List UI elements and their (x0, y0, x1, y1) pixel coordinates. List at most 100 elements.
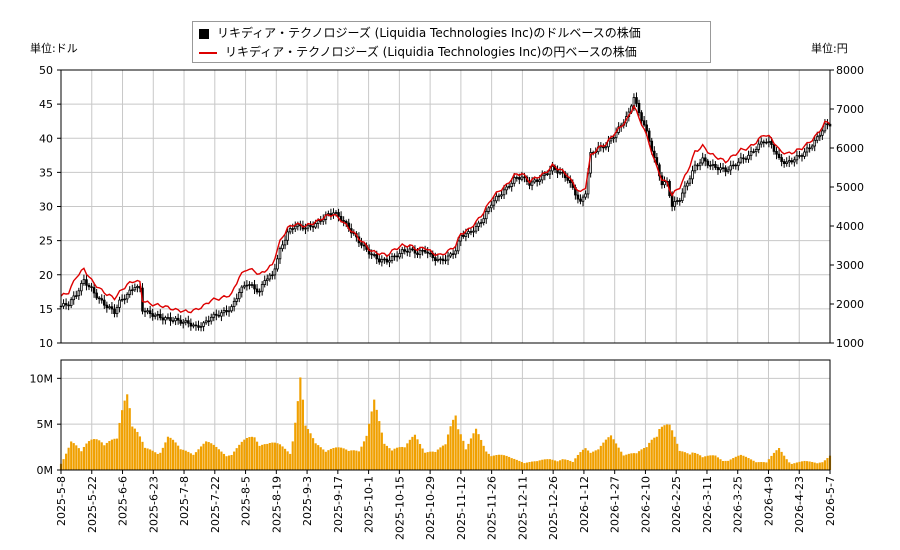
volume-bar (505, 455, 508, 470)
left-tick-label: 20 (39, 269, 53, 282)
usd-candle-body (683, 185, 687, 194)
volume-tick-label: 0M (37, 464, 54, 477)
volume-bar (691, 452, 694, 470)
legend: リキディア・テクノロジーズ (Liquidia Technologies Inc… (192, 21, 711, 63)
usd-candle-body (451, 253, 455, 255)
usd-candle-body (663, 181, 666, 186)
usd-candle-body (311, 226, 315, 228)
x-tick-label: 2026-3-11 (701, 476, 714, 533)
usd-candle-body (105, 304, 109, 309)
usd-candle-body (810, 145, 814, 149)
volume-bar (90, 439, 93, 470)
volume-bar (205, 441, 208, 470)
volume-bar (711, 455, 714, 470)
volume-bar (671, 430, 674, 470)
usd-candle-body (136, 286, 139, 288)
volume-bar (197, 449, 200, 470)
volume-bar (128, 408, 131, 470)
volume-bar (459, 434, 462, 470)
volume-bar (80, 451, 83, 470)
volume-bar (62, 459, 65, 470)
volume-bar (783, 455, 786, 470)
usd-candle-body (721, 167, 725, 169)
volume-bar (105, 442, 108, 470)
volume-bar (599, 445, 602, 470)
usd-candle-body (360, 242, 363, 246)
usd-candle-body (77, 290, 81, 297)
usd-candle-body (734, 164, 738, 167)
volume-bar (276, 443, 279, 470)
volume-bar (510, 458, 513, 470)
usd-candle-body (316, 220, 320, 224)
usd-candle-body (169, 317, 172, 322)
usd-candle-body (484, 210, 488, 220)
volume-bar (281, 446, 284, 470)
usd-candle-body (482, 218, 485, 223)
volume-bar (757, 462, 760, 470)
left-tick-label: 10 (39, 337, 53, 350)
volume-bar (179, 449, 182, 470)
usd-candle-body (724, 167, 727, 172)
usd-candle-body (209, 316, 213, 322)
volume-bar (182, 449, 185, 470)
usd-candle-body (609, 138, 613, 142)
usd-candle-body (635, 97, 638, 104)
usd-candle-body (253, 284, 256, 290)
usd-candle-body (579, 198, 582, 202)
x-tick-label: 2026-2-10 (639, 476, 652, 533)
usd-candle-body (192, 324, 195, 327)
volume-bar (729, 459, 732, 470)
x-axis-ticks: 2025-5-8 2025-5-22 2025-6-6 2025-6-23 2025-7… (55, 470, 837, 540)
volume-bar (238, 444, 241, 470)
volume-bar (154, 452, 157, 470)
usd-candle-body (436, 258, 440, 261)
volume-bar (480, 439, 483, 470)
volume-bar (278, 444, 282, 470)
usd-candle-body (131, 289, 134, 292)
usd-candle-body (148, 310, 152, 315)
usd-candle-body (202, 322, 205, 327)
x-tick-label: 2025-9-17 (332, 476, 345, 533)
volume-bar (368, 423, 371, 470)
x-tick-label: 2025-6-6 (117, 476, 130, 526)
usd-candle-body (805, 147, 809, 153)
volume-bar (788, 462, 791, 470)
usd-candle-body (207, 320, 210, 323)
usd-candle-body (775, 150, 778, 155)
volume-bar (340, 447, 343, 470)
usd-candle-body (543, 173, 547, 176)
usd-candle-body (490, 204, 493, 209)
usd-candle-body (793, 159, 796, 163)
usd-candle-body (767, 140, 771, 143)
usd-candle-body (821, 130, 824, 136)
volume-bar (141, 441, 144, 470)
usd-candle-body (647, 130, 651, 142)
volume-bar (322, 449, 325, 470)
volume-bar (564, 459, 567, 470)
usd-candle-body (698, 162, 702, 167)
volume-bar (508, 456, 511, 470)
volume-bar (706, 455, 709, 470)
usd-candle-body (785, 161, 789, 164)
volume-bar (609, 435, 613, 470)
volume-bar (424, 452, 427, 470)
usd-candle-body (551, 165, 554, 172)
usd-candle-body (74, 295, 78, 297)
volume-bar (286, 451, 289, 470)
volume-bar (390, 450, 394, 470)
left-tick-label: 45 (39, 98, 53, 111)
volume-bar (199, 446, 203, 470)
usd-candle-body (393, 255, 396, 258)
usd-candle-body (69, 299, 73, 306)
legend-label-usd: リキディア・テクノロジーズ (Liquidia Technologies Inc… (217, 26, 641, 40)
volume-bar (755, 462, 758, 470)
x-tick-label: 2026-5-7 (824, 476, 837, 526)
volume-bar (525, 462, 529, 470)
volume-bar (806, 461, 809, 470)
volume-bar (449, 426, 452, 470)
volume-plot-frame (60, 359, 831, 471)
usd-candle-body (225, 310, 228, 313)
volume-bar (668, 424, 671, 470)
volume-bar (110, 439, 114, 470)
usd-candle-body (398, 253, 401, 258)
